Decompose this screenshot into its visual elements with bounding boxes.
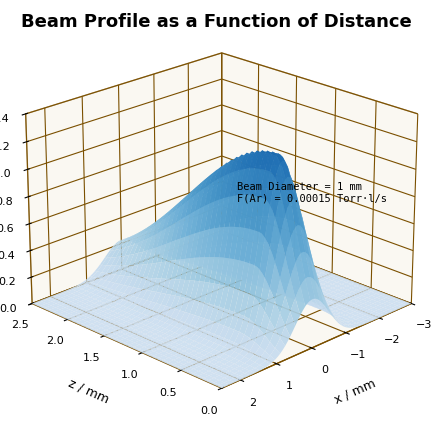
Text: Beam Diameter = 1 mm
F(Ar) = 0.00015 Torr·l/s: Beam Diameter = 1 mm F(Ar) = 0.00015 Tor… — [237, 182, 387, 204]
Title: Beam Profile as a Function of Distance: Beam Profile as a Function of Distance — [21, 13, 411, 31]
X-axis label: x / mm: x / mm — [332, 376, 378, 406]
Y-axis label: z / mm: z / mm — [67, 376, 111, 406]
